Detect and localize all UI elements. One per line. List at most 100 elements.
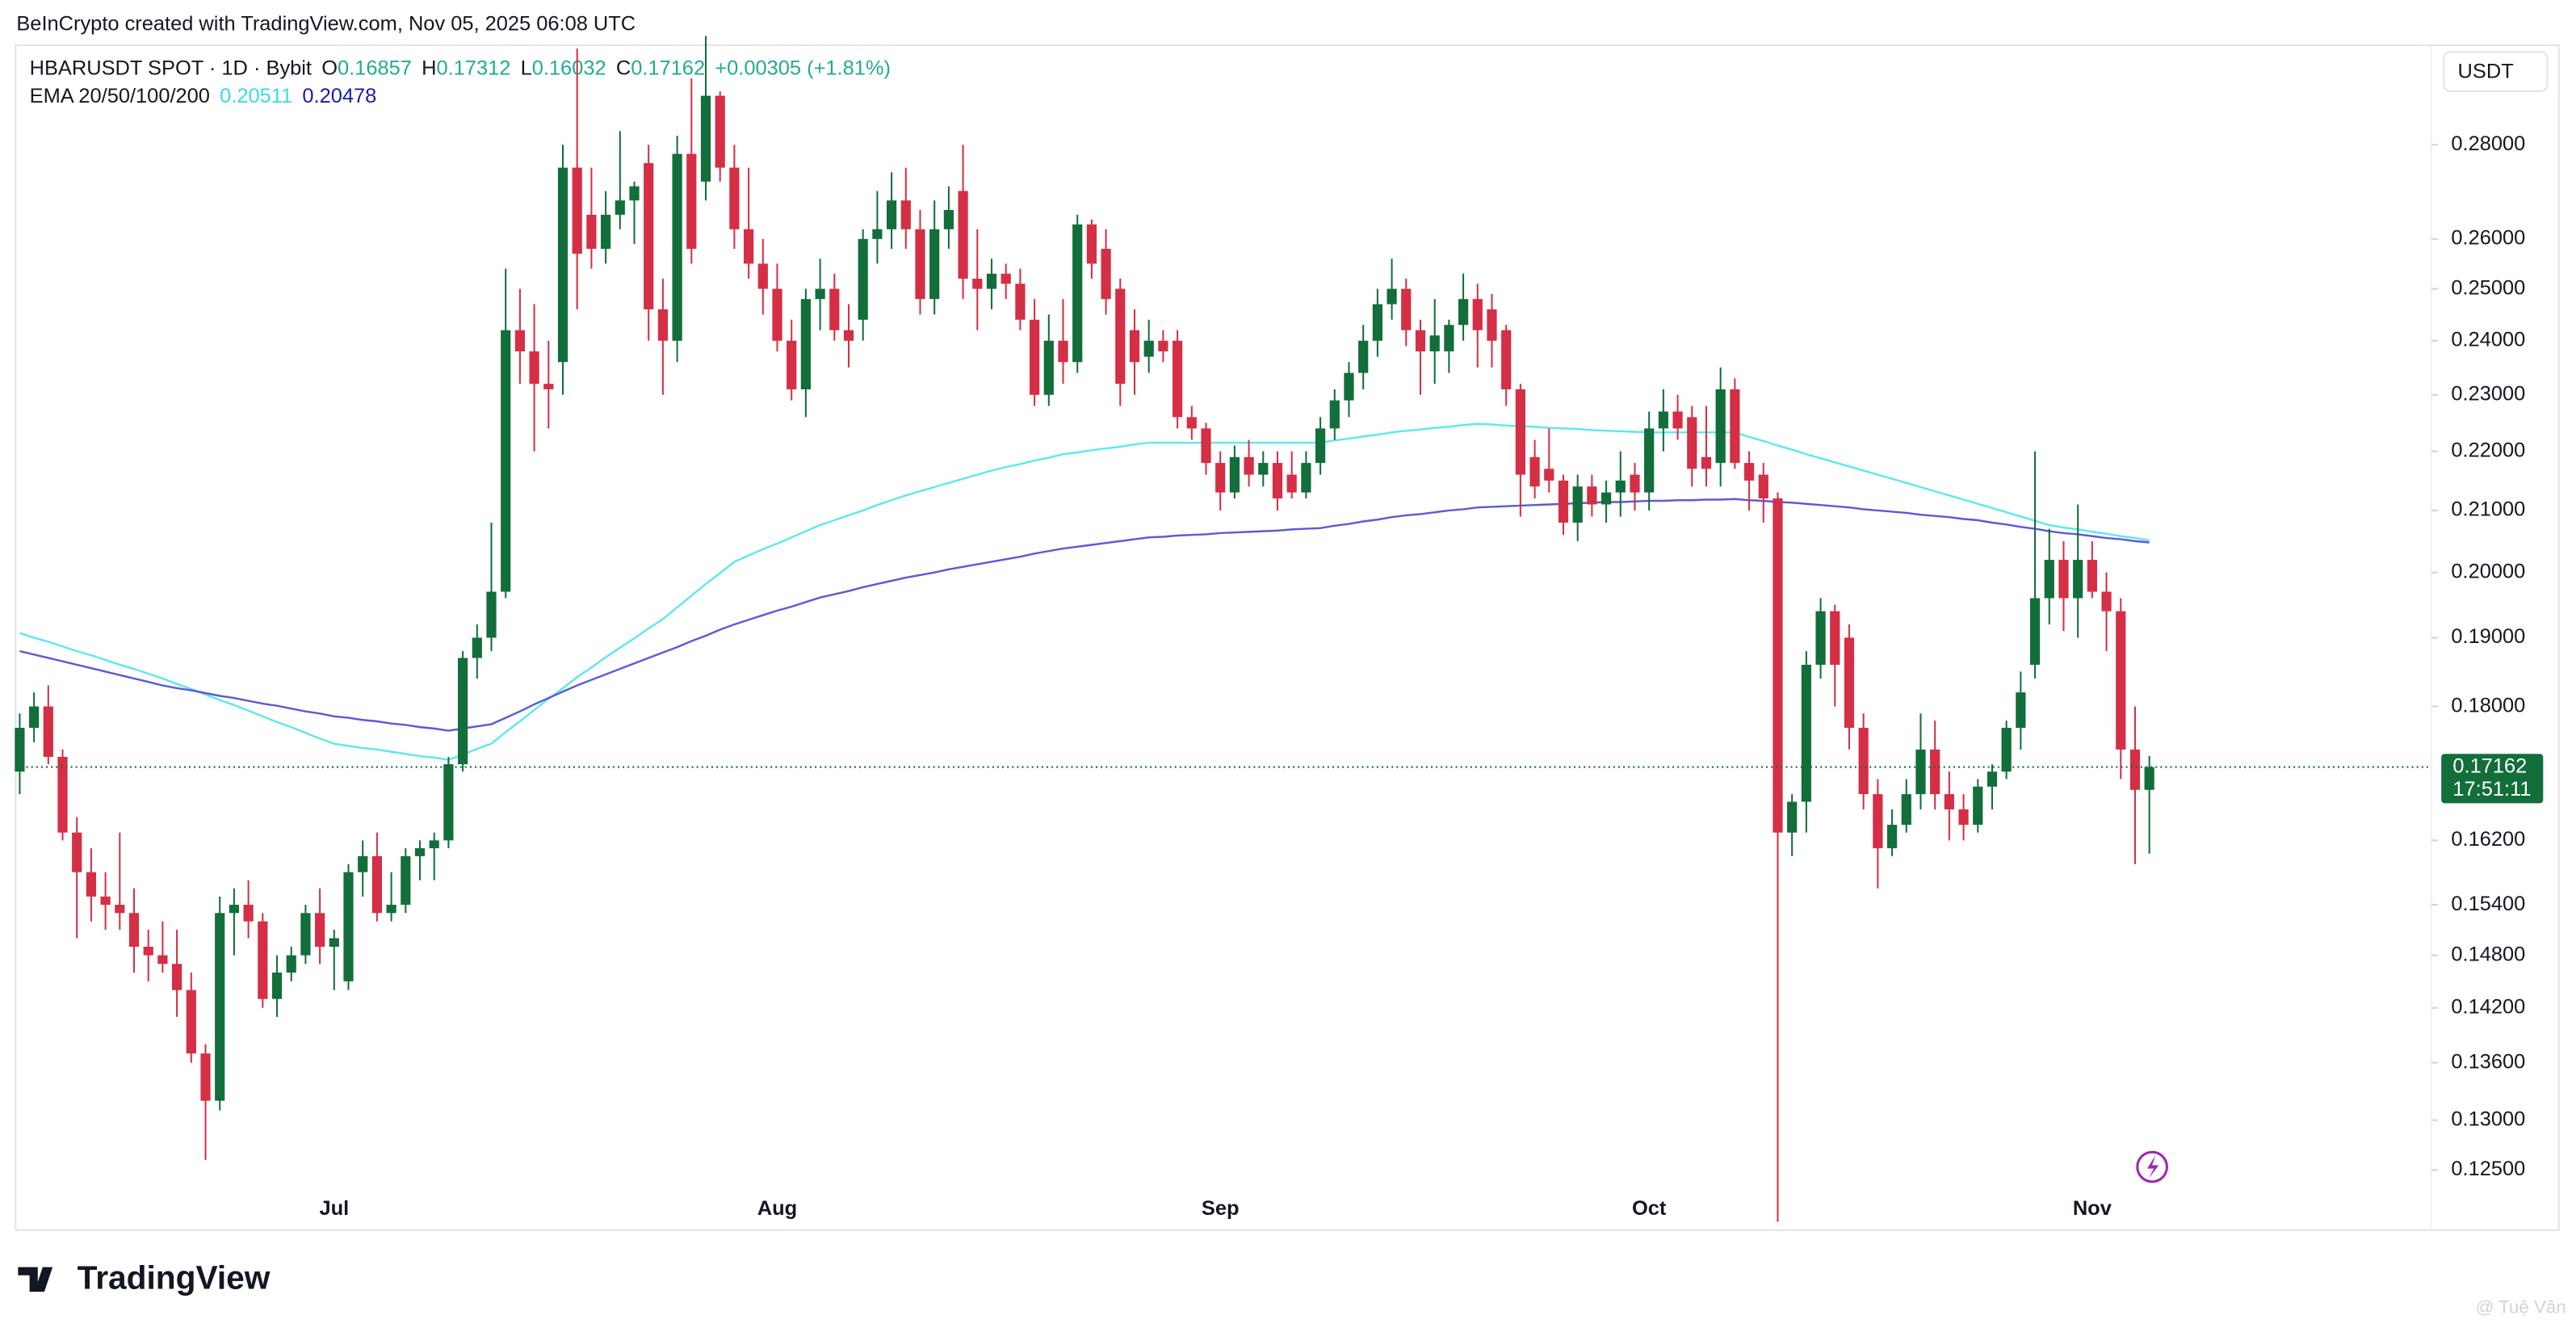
y-tick-label: 0.25000 xyxy=(2451,276,2525,299)
candle-body xyxy=(657,309,668,341)
candle-body xyxy=(1987,771,1998,787)
indicator-name: EMA 20/50/100/200 xyxy=(30,85,210,107)
candle-body xyxy=(229,905,240,914)
candle-body xyxy=(1587,486,1597,505)
currency-button[interactable] xyxy=(2443,51,2549,93)
candle-body xyxy=(557,167,568,363)
candle-body xyxy=(600,214,611,249)
candle-body xyxy=(843,330,854,341)
last-price-label: 0.17162 xyxy=(2452,754,2527,777)
candle-body xyxy=(543,384,554,389)
brand: TradingView xyxy=(78,1259,271,1296)
candle-body xyxy=(1201,428,1211,464)
y-tick-label: 0.20000 xyxy=(2451,560,2525,582)
candle-body xyxy=(1758,474,1768,499)
candle-body xyxy=(115,905,125,914)
candle-body xyxy=(1730,389,1740,464)
candle-body xyxy=(501,330,511,592)
candle-body xyxy=(286,955,296,973)
currency[interactable]: USDT xyxy=(2458,60,2514,82)
candle-body xyxy=(1844,637,1855,728)
y-tick-label: 0.24000 xyxy=(2451,329,2525,351)
candle-body xyxy=(715,95,725,168)
y-tick-label: 0.23000 xyxy=(2451,382,2525,405)
candle-body xyxy=(2073,560,2083,599)
candle-body xyxy=(1515,389,1525,475)
candle-body xyxy=(1458,299,1469,326)
candle-body xyxy=(1973,786,1983,826)
candle-body xyxy=(1143,340,1154,357)
y-tick-label: 0.13600 xyxy=(2451,1050,2525,1073)
candle-body xyxy=(15,727,25,772)
candle-body xyxy=(529,351,539,385)
y-tick-label: 0.28000 xyxy=(2451,132,2525,155)
candle-body xyxy=(29,706,40,728)
chart-frame xyxy=(15,44,2560,1231)
candle-body xyxy=(2144,767,2154,790)
candle-body xyxy=(1272,463,1283,499)
candle-body xyxy=(1572,486,1583,523)
candle-body xyxy=(1072,224,1083,363)
candle-body xyxy=(1886,825,1898,849)
legend-ohlc: HBARUSDT SPOT · 1D · Bybit O0.16857 H0.173… xyxy=(30,57,891,79)
candle-body xyxy=(1873,794,1883,849)
logo-mark xyxy=(18,1267,53,1292)
candle-body xyxy=(915,229,925,300)
candle-body xyxy=(1501,330,1512,389)
y-tick-label: 0.15400 xyxy=(2451,893,2525,915)
lightning xyxy=(2147,1155,2159,1179)
candle-body xyxy=(929,229,940,300)
high-value: 0.17312 xyxy=(436,57,510,79)
candle-body xyxy=(1215,463,1226,493)
candle-body xyxy=(2116,611,2126,750)
y-tick-label: 0.22000 xyxy=(2451,439,2525,461)
candle-body xyxy=(572,167,582,254)
candle-body xyxy=(243,905,254,922)
symbol: HBARUSDT SPOT · 1D · Bybit xyxy=(30,57,312,79)
candle-body xyxy=(1787,801,1798,833)
countdown: 17:51:11 xyxy=(2452,778,2531,801)
candle-body xyxy=(1630,474,1640,493)
candle-body xyxy=(1487,309,1497,341)
candle-body xyxy=(829,288,840,330)
candle-body xyxy=(200,1053,211,1101)
candle-body xyxy=(1901,794,1911,826)
candle-body xyxy=(772,288,782,341)
candle-body xyxy=(672,153,682,341)
candle-body xyxy=(1615,480,1626,493)
candle-body xyxy=(1544,469,1554,481)
candle-body xyxy=(1701,456,1712,469)
candle-body xyxy=(1773,498,1783,833)
candle-body xyxy=(315,913,325,947)
y-tick-label: 0.18000 xyxy=(2451,694,2525,717)
candle-body xyxy=(815,288,825,300)
y-tick-label: 0.16200 xyxy=(2451,828,2525,851)
candle-body xyxy=(343,872,354,981)
credit: BeInCrypto created with TradingView.com,… xyxy=(16,12,636,35)
candle-body xyxy=(986,273,997,289)
candle-body xyxy=(1172,340,1183,418)
candle-body xyxy=(1815,611,1826,665)
candle-body xyxy=(644,162,654,309)
candle-body xyxy=(1743,463,1755,481)
candle-body xyxy=(1429,335,1440,351)
ohlc-label: H xyxy=(422,57,436,79)
candle-body xyxy=(1658,411,1668,429)
candle-body xyxy=(1344,372,1354,401)
candle-body xyxy=(271,973,283,999)
candle-body xyxy=(1529,456,1540,487)
candle-body xyxy=(215,913,225,1101)
change: +0.00305 (+1.81%) xyxy=(715,57,891,79)
candle-body xyxy=(1101,248,1111,300)
candle-body xyxy=(1944,794,1954,809)
x-tick-label: Sep xyxy=(1202,1197,1240,1220)
candle-body xyxy=(1186,417,1197,429)
candle-body xyxy=(157,955,168,964)
events-icon[interactable] xyxy=(2136,1150,2168,1183)
candle-body xyxy=(86,872,97,897)
candle-body xyxy=(900,200,911,229)
open-value: 0.16857 xyxy=(338,57,412,79)
candle-body xyxy=(1558,480,1569,523)
candle-body xyxy=(472,637,482,658)
